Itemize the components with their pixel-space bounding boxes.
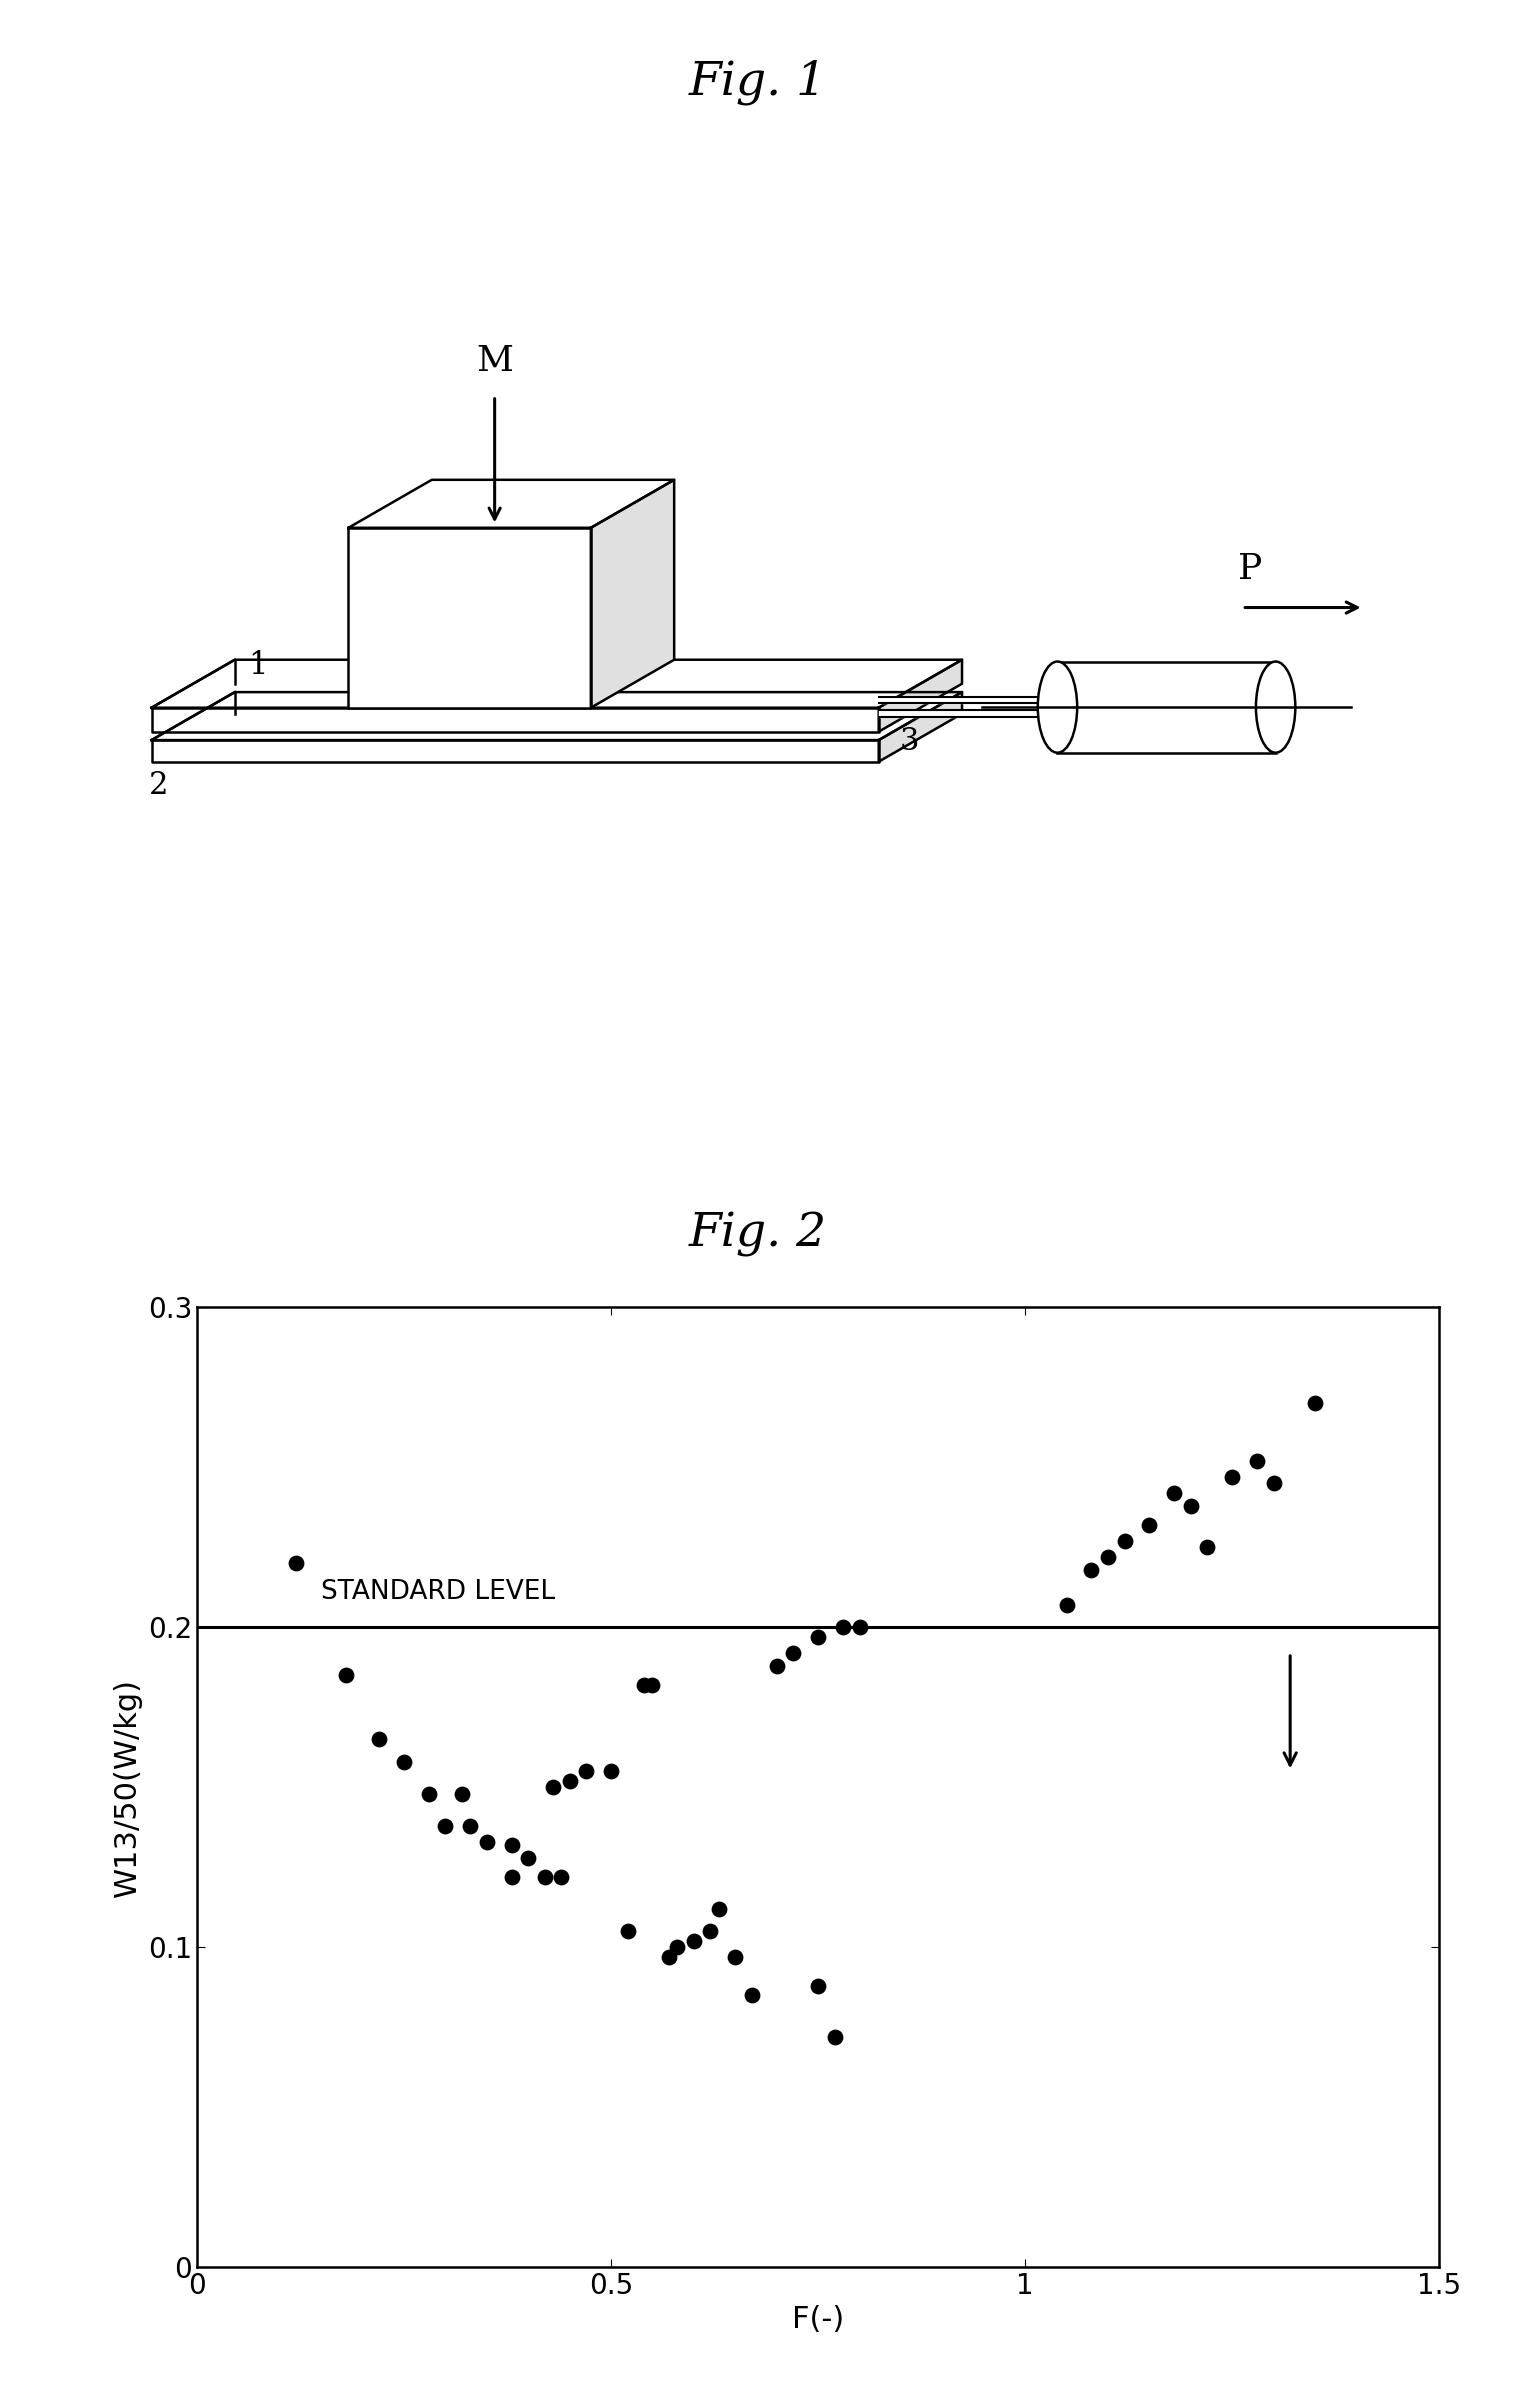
Point [1195, 1528, 1220, 1567]
Point [1179, 1487, 1203, 1526]
Point [1138, 1507, 1162, 1545]
Point [706, 1890, 730, 1929]
Point [765, 1646, 789, 1684]
Bar [1057, 662, 1276, 753]
Point [458, 1806, 482, 1845]
Point [574, 1751, 598, 1790]
Point [830, 1607, 854, 1646]
Point [682, 1922, 706, 1960]
Text: P: P [1238, 552, 1262, 585]
Point [474, 1823, 498, 1862]
Ellipse shape [1038, 662, 1077, 753]
Point [739, 1977, 764, 2015]
X-axis label: F(-): F(-) [792, 2305, 844, 2334]
Point [615, 1912, 639, 1950]
Point [533, 1857, 558, 1895]
Point [500, 1826, 524, 1864]
Point [632, 1665, 656, 1703]
Point [517, 1838, 541, 1876]
Point [1112, 1521, 1136, 1559]
Polygon shape [591, 480, 674, 708]
Point [698, 1912, 723, 1950]
Point [1303, 1384, 1327, 1423]
Point [500, 1857, 524, 1895]
Text: 2: 2 [150, 770, 168, 801]
Point [433, 1806, 458, 1845]
Point [392, 1742, 417, 1780]
Point [665, 1929, 689, 1967]
Point [641, 1665, 665, 1703]
Polygon shape [152, 691, 962, 739]
Polygon shape [152, 739, 879, 760]
Polygon shape [879, 660, 962, 732]
Text: Fig. 2: Fig. 2 [688, 1211, 827, 1257]
Point [598, 1751, 623, 1790]
Text: M: M [476, 343, 514, 377]
Point [782, 1634, 806, 1672]
Point [1095, 1538, 1120, 1576]
Point [1220, 1459, 1244, 1497]
Ellipse shape [1256, 662, 1295, 753]
Point [541, 1768, 565, 1806]
Point [806, 1617, 830, 1655]
Polygon shape [879, 691, 962, 760]
Point [1054, 1586, 1079, 1624]
Point [1162, 1473, 1186, 1511]
Text: 1: 1 [248, 650, 267, 681]
Text: 3: 3 [900, 727, 918, 756]
Y-axis label: W13/50(W/kg): W13/50(W/kg) [114, 1677, 142, 1898]
Polygon shape [152, 708, 879, 732]
Point [847, 1607, 871, 1646]
Point [550, 1857, 574, 1895]
Point [723, 1938, 747, 1977]
Point [806, 1967, 830, 2006]
Polygon shape [348, 480, 674, 528]
Point [1262, 1463, 1286, 1502]
Point [285, 1545, 309, 1583]
Point [1079, 1550, 1103, 1588]
Point [417, 1775, 441, 1814]
Point [823, 2018, 847, 2056]
Point [450, 1775, 474, 1814]
Point [558, 1761, 582, 1799]
Point [367, 1720, 391, 1758]
Point [333, 1655, 358, 1694]
Text: Fig. 1: Fig. 1 [688, 60, 827, 106]
Polygon shape [879, 696, 1038, 703]
Point [658, 1938, 682, 1977]
Polygon shape [152, 660, 962, 708]
Point [1245, 1442, 1270, 1480]
Polygon shape [348, 528, 591, 708]
Polygon shape [879, 710, 1038, 717]
Text: STANDARD LEVEL: STANDARD LEVEL [321, 1579, 556, 1605]
